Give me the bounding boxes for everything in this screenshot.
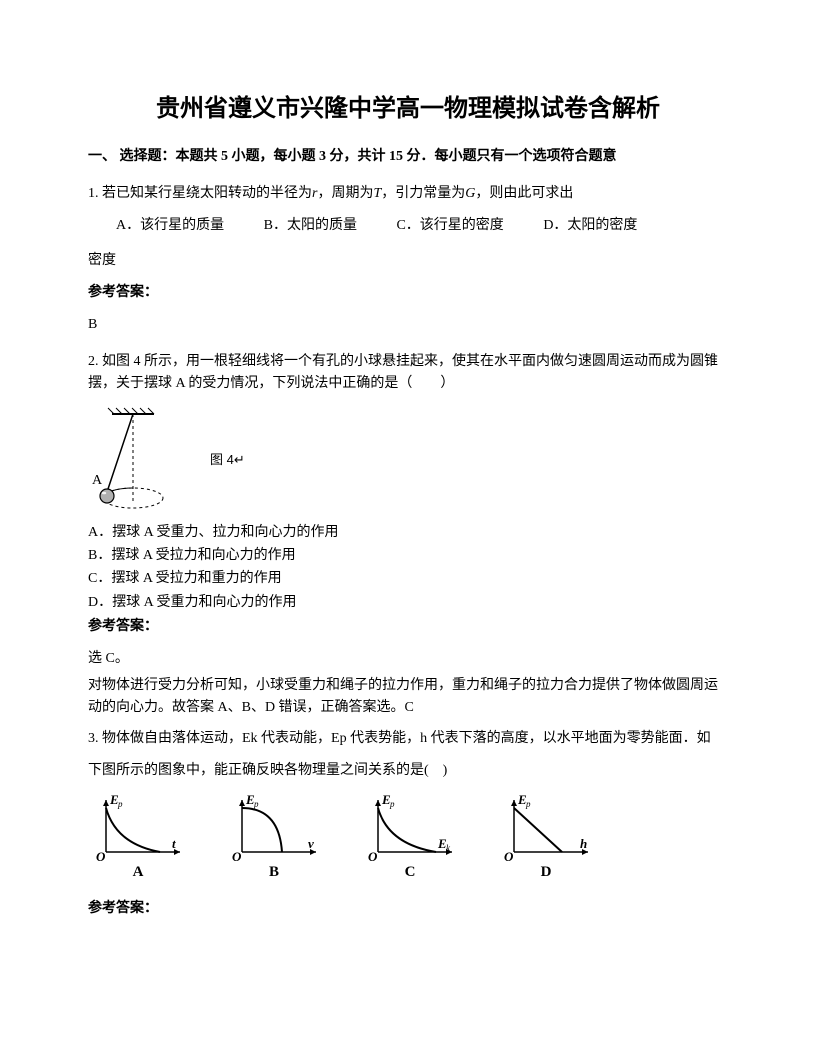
q2-optD: D．摆球 A 受重力和向心力的作用 [88, 592, 728, 614]
graph-D-letter: D [541, 860, 552, 884]
question-3: 3. 物体做自由落体运动，Ek 代表动能，Ep 代表势能，h 代表下落的高度，以… [88, 728, 728, 921]
q1-optA: A．该行星的质量 [116, 218, 224, 233]
q3-graphs: E p t O A E p v O B [88, 794, 728, 884]
q2-explanation: 对物体进行受力分析可知，小球受重力和绳子的拉力作用，重力和绳子的拉力合力提供了物… [88, 675, 728, 720]
graph-C: E p E k O C [360, 794, 460, 884]
q1-stem-mid2: ，引力常量为 [381, 186, 465, 201]
svg-text:O: O [368, 849, 378, 864]
q1-optD: D．太阳的密度 [543, 218, 637, 233]
ball-label: A [92, 473, 103, 488]
q1-opt-wrap: 密度 [88, 250, 728, 272]
q1-options: A．该行星的质量 B．太阳的质量 C．该行星的密度 D．太阳的密度 [88, 215, 728, 237]
graph-B: E p v O B [224, 794, 324, 884]
q1-answer-label: 参考答案： [88, 282, 728, 304]
q1-stem-mid1: ，周期为 [317, 186, 373, 201]
section-heading: 一、 选择题：本题共 5 小题，每小题 3 分，共计 15 分．每小题只有一个选… [88, 146, 728, 168]
svg-text:h: h [580, 836, 587, 851]
svg-text:p: p [525, 799, 531, 809]
q1-optC: C．该行星的密度 [396, 218, 503, 233]
q1-stem: 1. 若已知某行星绕太阳转动的半径为r，周期为T，引力常量为G，则由此可求出 [88, 183, 728, 205]
q1-stem-post: ，则由此可求出 [475, 186, 573, 201]
svg-text:p: p [253, 799, 259, 809]
page-title: 贵州省遵义市兴隆中学高一物理模拟试卷含解析 [88, 90, 728, 128]
question-2: 2. 如图 4 所示，用一根轻细线将一个有孔的小球悬挂起来，使其在水平面内做匀速… [88, 351, 728, 720]
svg-text:O: O [504, 849, 514, 864]
q2-stem: 2. 如图 4 所示，用一根轻细线将一个有孔的小球悬挂起来，使其在水平面内做匀速… [88, 351, 728, 396]
q2-answer: 选 C。 [88, 648, 728, 670]
graph-C-letter: C [405, 860, 416, 884]
q2-optA: A．摆球 A 受重力、拉力和向心力的作用 [88, 522, 728, 544]
q2-optC: C．摆球 A 受拉力和重力的作用 [88, 568, 728, 590]
graph-A-letter: A [133, 860, 144, 884]
q3-stem1: 3. 物体做自由落体运动，Ek 代表动能，Ep 代表势能，h 代表下落的高度，以… [88, 728, 728, 750]
graph-A: E p t O A [88, 794, 188, 884]
figure-4-label: 图 4↵ [210, 450, 245, 471]
svg-text:t: t [172, 836, 176, 851]
q1-var-g: G [465, 186, 475, 201]
svg-text:v: v [308, 836, 314, 851]
graph-B-letter: B [269, 860, 279, 884]
svg-text:O: O [96, 849, 106, 864]
svg-text:p: p [389, 799, 395, 809]
q3-stem2: 下图所示的图象中，能正确反映各物理量之间关系的是( ) [88, 760, 728, 782]
q1-stem-pre: 1. 若已知某行星绕太阳转动的半径为 [88, 186, 312, 201]
q1-optB: B．太阳的质量 [264, 218, 357, 233]
q2-answer-label: 参考答案： [88, 616, 728, 638]
pendulum-figure: A [88, 406, 188, 516]
q3-answer-label: 参考答案： [88, 898, 728, 920]
question-1: 1. 若已知某行星绕太阳转动的半径为r，周期为T，引力常量为G，则由此可求出 A… [88, 183, 728, 337]
q2-optB: B．摆球 A 受拉力和向心力的作用 [88, 545, 728, 567]
svg-text:O: O [232, 849, 242, 864]
q1-answer: B [88, 314, 728, 336]
graph-D: E p h O D [496, 794, 596, 884]
q2-figure: A 图 4↵ [88, 406, 728, 516]
svg-text:p: p [117, 799, 123, 809]
